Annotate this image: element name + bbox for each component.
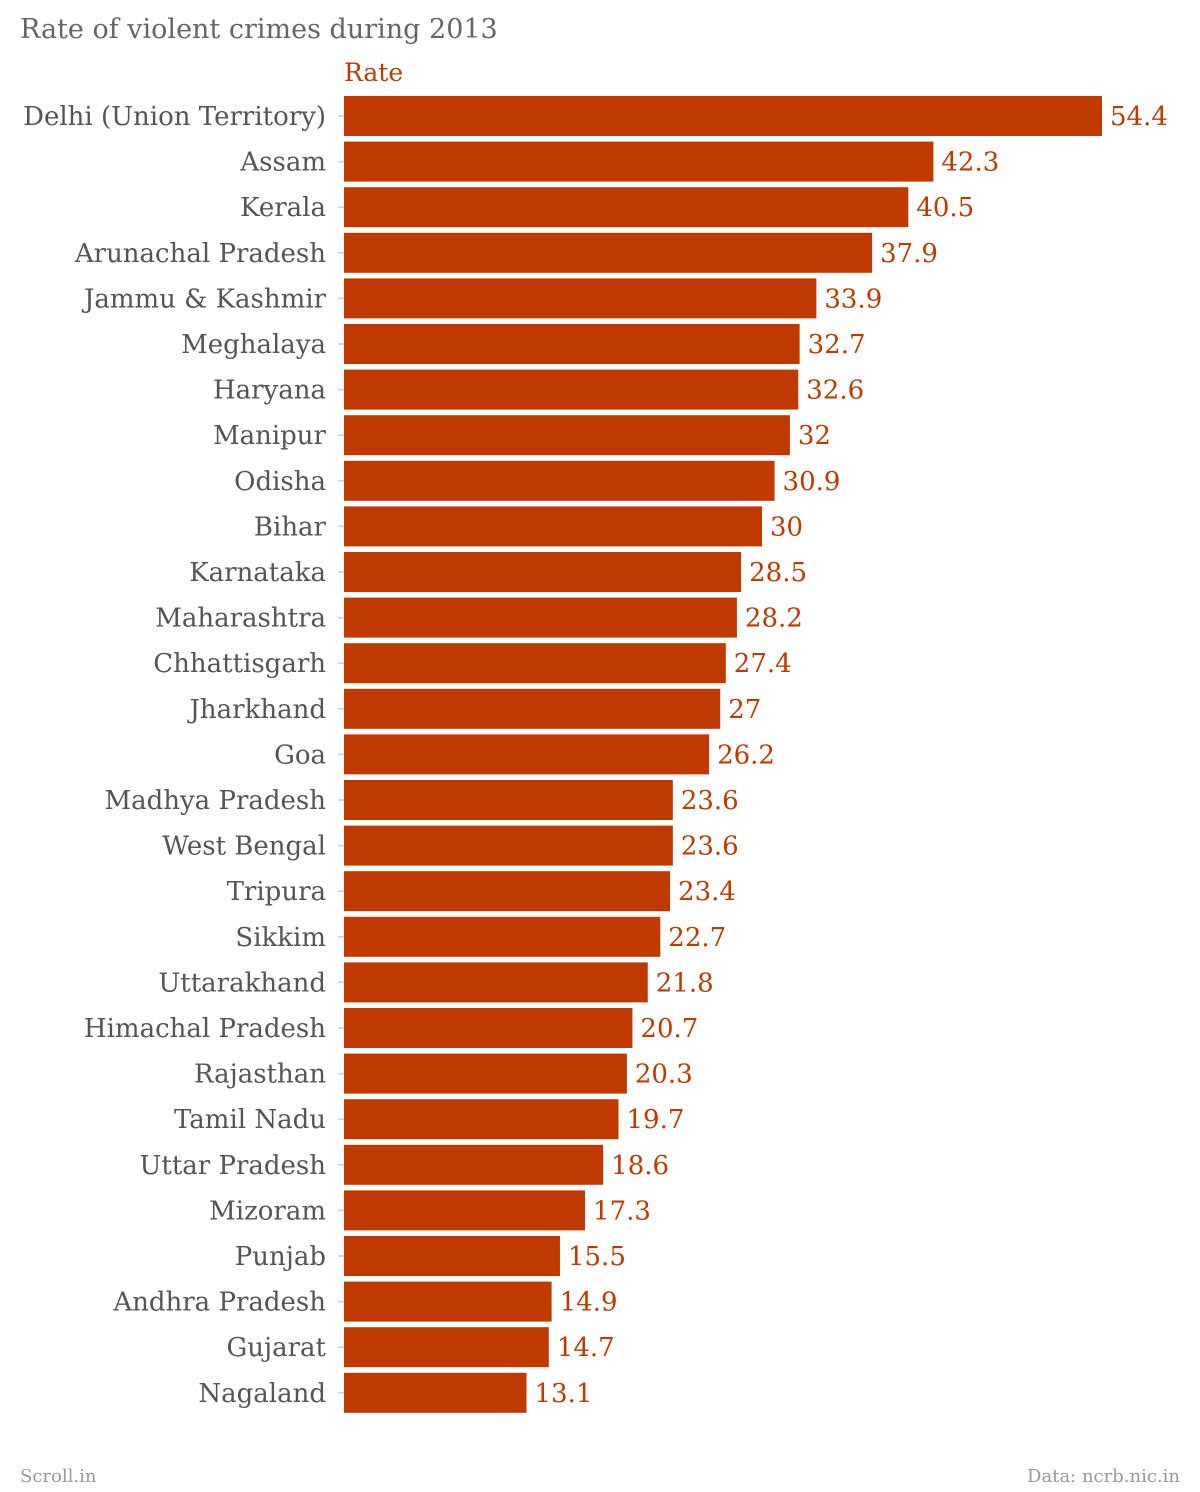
value-label: 37.9 xyxy=(880,239,938,269)
bar xyxy=(344,1190,586,1231)
category-label: Chhattisgarh xyxy=(153,649,326,679)
bar xyxy=(344,643,726,684)
chart-title: Rate of violent crimes during 2013 xyxy=(20,14,498,45)
bar xyxy=(344,1053,627,1094)
value-label: 23.6 xyxy=(681,786,739,816)
bar xyxy=(344,96,1102,136)
category-label: Haryana xyxy=(213,376,326,406)
value-label: 14.9 xyxy=(560,1288,618,1318)
category-label: West Bengal xyxy=(162,832,326,862)
bar xyxy=(344,1144,604,1185)
category-label: Jammu & Kashmir xyxy=(81,284,327,314)
category-label: Sikkim xyxy=(235,923,326,953)
value-label: 26.2 xyxy=(717,740,775,770)
category-label: Andhra Pradesh xyxy=(112,1288,326,1318)
bar xyxy=(344,369,799,410)
bar xyxy=(344,552,742,592)
value-label: 32.6 xyxy=(806,376,864,406)
value-label: 40.5 xyxy=(916,193,974,223)
category-label: Jharkhand xyxy=(187,695,327,725)
category-label: Meghalaya xyxy=(181,330,326,360)
value-label: 15.5 xyxy=(568,1242,626,1272)
bar xyxy=(344,460,775,501)
category-label: Karnataka xyxy=(189,558,326,588)
category-label: Rajasthan xyxy=(194,1060,326,1090)
category-label: Maharashtra xyxy=(155,604,326,634)
category-label: Madhya Pradesh xyxy=(104,786,326,816)
category-label: Tripura xyxy=(227,877,326,907)
value-label: 22.7 xyxy=(668,923,726,953)
bar xyxy=(344,1099,619,1140)
bar xyxy=(344,916,661,957)
value-label: 14.7 xyxy=(557,1333,615,1363)
value-label: 28.5 xyxy=(749,558,807,588)
value-label: 27.4 xyxy=(734,649,792,679)
category-label: Uttarakhand xyxy=(158,968,326,998)
category-label: Mizoram xyxy=(209,1196,326,1226)
bar xyxy=(344,187,909,228)
bar xyxy=(344,141,934,182)
category-label: Goa xyxy=(274,740,326,770)
category-label: Himachal Pradesh xyxy=(84,1014,326,1044)
bar xyxy=(344,232,873,273)
bar xyxy=(344,780,673,820)
bars-group: Delhi (Union Territory) 54.4 Assam 42.3 Kera… xyxy=(23,96,1168,1413)
value-label: 32.7 xyxy=(808,330,866,360)
bar xyxy=(344,1008,633,1048)
bar xyxy=(344,506,763,547)
value-label: 23.4 xyxy=(678,877,736,907)
bar xyxy=(344,962,648,1003)
category-label: Tamil Nadu xyxy=(174,1105,326,1135)
bar xyxy=(344,734,710,775)
bar xyxy=(344,1327,549,1368)
bar xyxy=(344,1236,560,1276)
bar xyxy=(344,871,671,912)
footer-source-right: Data: ncrb.nic.in xyxy=(1027,1466,1180,1487)
category-label: Punjab xyxy=(235,1242,326,1272)
bar xyxy=(344,688,721,729)
value-label: 18.6 xyxy=(611,1151,669,1181)
category-label: Uttar Pradesh xyxy=(139,1151,326,1181)
category-label: Assam xyxy=(239,148,326,178)
category-label: Delhi (Union Territory) xyxy=(23,102,326,132)
category-label: Odisha xyxy=(234,467,326,497)
value-label: 20.7 xyxy=(640,1014,698,1044)
value-label: 23.6 xyxy=(681,832,739,862)
bar xyxy=(344,278,817,319)
category-label: Bihar xyxy=(254,512,327,542)
value-label: 19.7 xyxy=(626,1105,684,1135)
value-label: 28.2 xyxy=(745,604,803,634)
value-label: 27 xyxy=(728,695,761,725)
bar xyxy=(344,597,737,638)
category-label: Kerala xyxy=(240,193,326,223)
value-label: 42.3 xyxy=(941,148,999,178)
series-label: Rate xyxy=(344,58,404,87)
category-label: Arunachal Pradesh xyxy=(74,239,326,269)
value-label: 33.9 xyxy=(824,284,882,314)
value-label: 54.4 xyxy=(1110,102,1168,132)
bar xyxy=(344,1372,527,1413)
footer-source-left: Scroll.in xyxy=(20,1466,97,1487)
bar xyxy=(344,825,673,866)
value-label: 30.9 xyxy=(783,467,841,497)
bar xyxy=(344,1281,552,1322)
bar xyxy=(344,324,800,364)
bar-chart: Delhi (Union Territory) 54.4 Assam 42.3 Kera… xyxy=(23,96,1168,1413)
value-label: 30 xyxy=(770,512,803,542)
value-label: 21.8 xyxy=(656,968,714,998)
value-label: 17.3 xyxy=(593,1196,651,1226)
category-label: Gujarat xyxy=(227,1333,327,1363)
value-label: 32 xyxy=(798,421,831,451)
value-label: 13.1 xyxy=(535,1379,593,1409)
bar xyxy=(344,415,790,456)
value-label: 20.3 xyxy=(635,1060,693,1090)
category-label: Manipur xyxy=(213,421,327,451)
category-label: Nagaland xyxy=(198,1379,326,1409)
